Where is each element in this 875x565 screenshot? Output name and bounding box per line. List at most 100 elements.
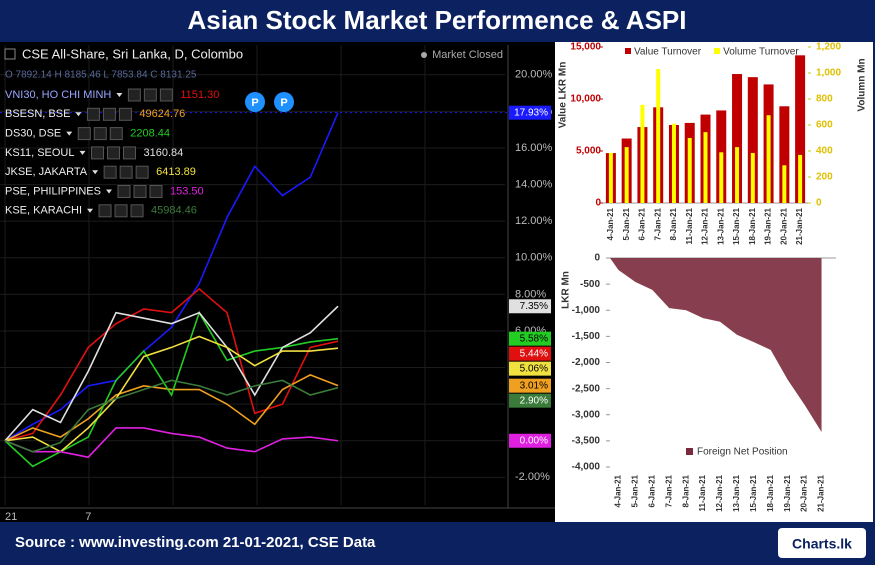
end-label: 7.35% <box>520 301 548 312</box>
x-tick-label: 8-Jan-21 <box>669 207 678 240</box>
bar <box>798 154 803 203</box>
legend-icon <box>118 107 132 121</box>
y2-tick-label: 400 <box>816 146 833 157</box>
x-tick-label: 4-Jan-21 <box>614 474 623 507</box>
y-tick-label: 10.00% <box>515 252 553 264</box>
logo-box <box>778 528 866 558</box>
legend-icon <box>114 204 128 218</box>
y-axis-title: LKR Mn <box>561 271 572 309</box>
end-label: 5.06% <box>520 363 548 374</box>
legend-icon <box>107 146 120 160</box>
y-tick-label: -2,500 <box>572 383 601 394</box>
x-tick-label: 11-Jan-21 <box>698 474 707 511</box>
y-tick-label: -1,500 <box>572 331 601 342</box>
series-line <box>4 287 339 442</box>
legend-label: Value Turnover <box>634 47 702 58</box>
x-tick-label: 18-Jan-21 <box>748 207 757 244</box>
end-label: 5.58% <box>520 333 548 344</box>
legend-caret <box>116 93 123 97</box>
legend-name: JKSE, JAKARTA <box>5 166 88 178</box>
x-tick-label: 4-Jan-21 <box>606 207 615 240</box>
x-tick-label: 19-Jan-21 <box>764 207 773 244</box>
bar <box>779 106 790 203</box>
y-tick-label: 10,000 <box>570 94 601 105</box>
x-tick-label: 5-Jan-21 <box>630 474 639 507</box>
legend-icon <box>98 204 112 218</box>
end-label: 0.00% <box>520 435 548 446</box>
left-panel <box>0 42 555 522</box>
end-label-box <box>509 299 551 314</box>
legend-caret <box>79 150 86 155</box>
bar <box>608 152 613 203</box>
series-line <box>4 374 339 442</box>
series-line <box>4 305 339 442</box>
legend-name: PSE, PHILIPPINES <box>5 185 101 197</box>
x-tick-label: 18-Jan-21 <box>766 474 775 511</box>
legend-icon <box>102 107 116 121</box>
end-label-box <box>509 378 551 393</box>
bar <box>782 165 787 203</box>
badge <box>274 92 294 112</box>
y2-tick-label: 1,200 <box>816 42 841 53</box>
x-tick-label: 20-Jan-21 <box>779 207 788 244</box>
chart-title: CSE All-Share, Sri Lanka, D, Colombo <box>22 46 243 61</box>
end-label-box <box>509 393 551 408</box>
page-title: Asian Stock Market Performence & ASPI <box>188 5 687 35</box>
y-tick-label: -2,000 <box>572 357 601 368</box>
x-tick-label: 21-Jan-21 <box>795 207 804 244</box>
series-line <box>4 427 339 459</box>
series-line <box>4 112 339 442</box>
end-label-box <box>509 361 551 376</box>
legend-icon <box>86 107 100 121</box>
legend-icon <box>149 185 163 198</box>
y-tick-label: 20.00% <box>515 69 553 81</box>
y-tick-label: 8.00% <box>515 288 546 300</box>
legend-name: KS11, SEOUL <box>5 147 75 159</box>
y-tick-label: -4,000 <box>572 462 601 473</box>
x-tick-label: 21 <box>5 511 17 523</box>
legend-value: 45984.46 <box>151 205 197 217</box>
collapse-icon <box>4 48 16 60</box>
legend-swatch <box>625 48 631 54</box>
x-tick-label: 7-Jan-21 <box>664 474 673 507</box>
y-tick-label: -500 <box>580 279 600 290</box>
legend-caret <box>105 189 112 194</box>
y-tick-label: 14.00% <box>515 178 553 190</box>
y-tick-label: 15,000 <box>570 42 601 53</box>
end-label-box <box>509 433 551 448</box>
badge-text: P <box>251 97 258 109</box>
end-label: 3.01% <box>520 380 548 391</box>
y-tick-label: -3,500 <box>572 436 601 447</box>
legend-icon <box>91 146 104 160</box>
x-tick-label: 13-Jan-21 <box>732 474 741 511</box>
y-tick-label: 0 <box>594 253 600 264</box>
x-tick-label: 13-Jan-21 <box>716 207 725 244</box>
bar <box>624 147 629 203</box>
x-tick-label: 19-Jan-21 <box>783 474 792 511</box>
bar <box>750 152 755 203</box>
legend-icon <box>93 127 107 141</box>
x-tick-label: 21-Jan-21 <box>817 474 826 511</box>
legend-value: 153.50 <box>170 185 204 197</box>
market-status: Market Closed <box>432 49 503 61</box>
legend-icon <box>143 88 157 102</box>
legend-value: 49624.76 <box>139 108 185 120</box>
badge-text: P <box>280 97 287 109</box>
bar <box>656 69 661 203</box>
badge <box>245 92 265 112</box>
end-label-box <box>509 346 551 361</box>
legend-icon <box>133 185 147 198</box>
y2-tick-label: 1,000 <box>816 68 841 79</box>
legend-name: BSESN, BSE <box>5 108 70 120</box>
x-tick-label: 6-Jan-21 <box>638 207 647 240</box>
bar <box>735 147 740 203</box>
bar <box>687 138 692 203</box>
bar <box>795 55 806 203</box>
legend-value: 2208.44 <box>130 128 170 140</box>
end-label: 2.90% <box>520 395 548 406</box>
y-tick-label: 16.00% <box>515 142 553 154</box>
x-tick-label: 15-Jan-21 <box>732 207 741 244</box>
bar <box>671 123 676 203</box>
series-line <box>4 379 339 453</box>
x-tick-label: 15-Jan-21 <box>749 474 758 511</box>
